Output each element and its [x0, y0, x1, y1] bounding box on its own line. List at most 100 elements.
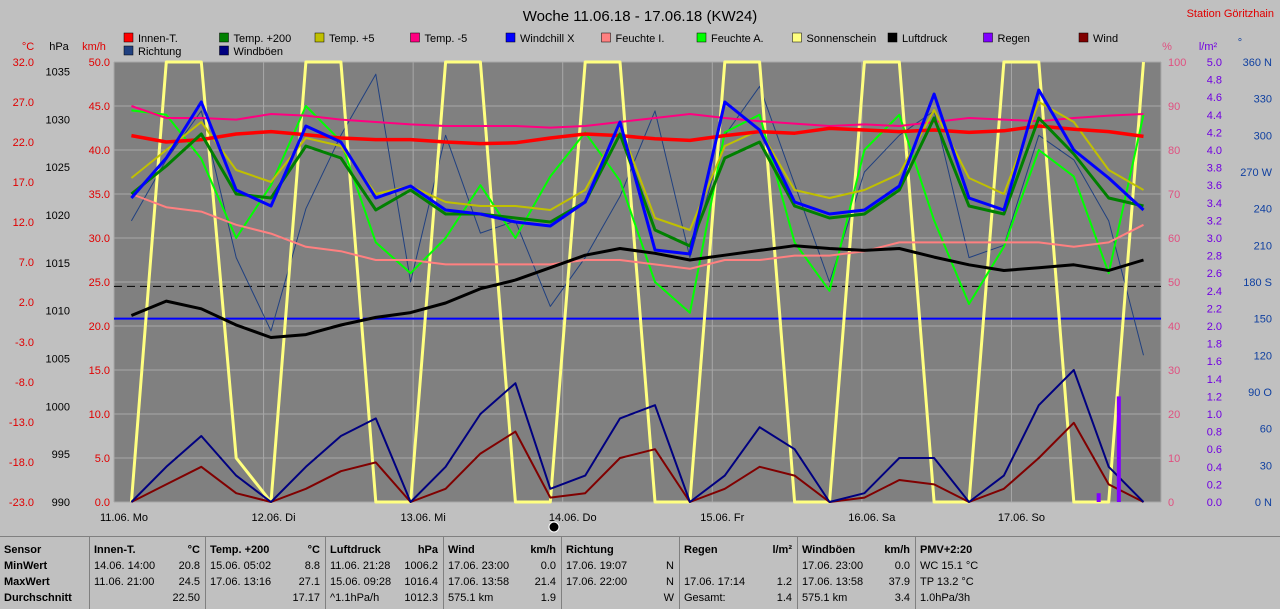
stats-column: Wind km/h 17.06. 23:00 17.06. 13:58 575.1 km… [443, 537, 562, 609]
stats-timestamp: 11.06. 21:28 [330, 560, 391, 572]
wind-tick-label: 20.0 [89, 321, 110, 333]
legend-label: Regen [998, 33, 1030, 45]
stats-column-header: Temp. +200 [210, 544, 270, 556]
stats-column-header: Wind [448, 544, 475, 556]
temp-tick-label: 7.0 [19, 257, 34, 269]
rain-tick-label: 2.8 [1207, 251, 1222, 263]
temp-tick-label: 27.0 [13, 97, 34, 109]
stats-value: 24.5 [178, 576, 200, 588]
stats-timestamp: 17.06. 13:16 [210, 576, 272, 588]
x-tick-label: 12.06. Di [252, 512, 296, 524]
unit-temp: °C [22, 41, 34, 53]
stats-column-header: Sensor [4, 544, 42, 556]
stats-value: 3.4 [894, 592, 910, 604]
x-tick-label: 15.06. Fr [700, 512, 744, 524]
series-windb-en [130, 369, 1145, 503]
dir-tick-label: 150 [1254, 314, 1272, 326]
temp-tick-label: -23.0 [9, 497, 34, 509]
rain-tick-label: 1.0 [1207, 409, 1222, 421]
legend-label: Feuchte I. [616, 33, 665, 45]
rain-tick-label: 3.8 [1207, 163, 1222, 175]
stats-column: Luftdruck hPa 11.06. 21:28 15.06. 09:28 ^1.1… [325, 537, 444, 609]
stats-value: 37.9 [888, 576, 910, 588]
x-axis-labels: 11.06. Mo 12.06. Di 13.06. Mi 14.06. Do 15.0… [100, 512, 1045, 524]
stats-column: PMV+2:20 WC 15.1 °C TP 13.2 °C 1.0hPa/3h [915, 537, 1280, 609]
wind-tick-label: 15.0 [89, 365, 110, 377]
dir-tick-label: 90 O [1248, 387, 1272, 399]
legend-label: Innen-T. [138, 33, 178, 45]
stats-value: 1.9 [540, 592, 556, 604]
legend-swatch [314, 32, 325, 43]
x-tick-label: 13.06. Mi [401, 512, 446, 524]
series-richtung [130, 73, 1144, 356]
stats-column: Temp. +200 °C 15.06. 05:02 17.06. 13:16 8.8 2… [205, 537, 326, 609]
legend-label: Temp. +200 [234, 33, 292, 45]
legend-label: Feuchte A. [711, 33, 764, 45]
rain-tick-label: 0.8 [1207, 427, 1222, 439]
stats-column-unit: hPa [417, 544, 438, 556]
unit-dir: ° [1238, 37, 1242, 49]
series-feuchte-a [131, 105, 1145, 314]
stats-column: Regen l/m² 17.06. 17:14 Gesamt: 1.2 1.4 [679, 537, 798, 609]
stats-timestamp: 17.06. 13:58 [448, 576, 510, 588]
series-innen-t [131, 124, 1144, 146]
x-tick-label: 14.06. Do [549, 512, 597, 524]
legend-swatch [1078, 32, 1089, 43]
stats-timestamp: Gesamt: [684, 592, 726, 604]
stats-timestamp: 15.06. 05:02 [210, 560, 272, 572]
rain-tick-label: 4.8 [1207, 75, 1222, 87]
stats-timestamp: 15.06. 09:28 [330, 576, 392, 588]
humidity-tick-label: 0 [1168, 497, 1174, 509]
now-marker-icon[interactable] [548, 521, 560, 533]
stats-column-unit: °C [187, 544, 200, 556]
stats-timestamp: 17.06. 17:14 [684, 576, 746, 588]
legend-label: Wind [1093, 33, 1118, 45]
stats-timestamp: 11.06. 21:00 [94, 576, 155, 588]
stats-timestamp: ^1.1hPa/h [330, 592, 380, 604]
stats-timestamp: 1.0hPa/3h [920, 592, 971, 604]
series-luftdruck [130, 244, 1144, 339]
legend-swatch [887, 32, 898, 43]
rain-tick-label: 4.4 [1207, 110, 1222, 122]
stats-timestamp: 17.06. 13:58 [802, 576, 864, 588]
humidity-tick-label: 40 [1168, 321, 1180, 333]
stats-column-unit: km/h [530, 544, 556, 556]
stats-timestamp: 575.1 km [448, 592, 494, 604]
stats-value: W [663, 592, 674, 604]
unit-wind: km/h [82, 41, 106, 53]
wind-tick-label: 45.0 [89, 101, 110, 113]
pressure-tick-label: 990 [52, 497, 70, 509]
humidity-tick-label: 80 [1168, 145, 1180, 157]
legend-swatch [792, 32, 802, 43]
temp-tick-label: 12.0 [13, 217, 34, 229]
pressure-tick-label: 1025 [46, 162, 70, 174]
pressure-tick-label: 1035 [46, 67, 70, 79]
stats-value: 1012.3 [404, 592, 438, 604]
legend-swatch [219, 45, 229, 56]
rain-tick-label: 3.4 [1207, 198, 1222, 210]
wind-tick-label: 50.0 [89, 57, 110, 69]
humidity-tick-label: 60 [1168, 233, 1180, 245]
stats-row-label: MaxWert [4, 576, 50, 588]
stats-column-header: Innen-T. [94, 544, 136, 556]
temp-tick-label: 17.0 [13, 177, 34, 189]
rain-tick-label: 4.0 [1207, 145, 1222, 157]
stats-column-header: Luftdruck [330, 544, 381, 556]
dir-tick-label: 120 [1254, 350, 1272, 362]
series-wind [130, 421, 1144, 503]
stats-column: Windböen km/h 17.06. 23:00 17.06. 13:58 575.… [797, 537, 916, 609]
pressure-tick-label: 995 [52, 449, 70, 461]
legend-label: Temp. +5 [329, 33, 375, 45]
rain-tick-label: 2.6 [1207, 268, 1222, 280]
temp-tick-label: -3.0 [15, 337, 34, 349]
legend-swatch [219, 32, 229, 43]
dir-tick-label: 60 [1260, 424, 1272, 436]
stats-row-label: MinWert [4, 560, 48, 572]
series-windchill-x [130, 88, 1145, 256]
wind-tick-label: 35.0 [89, 189, 110, 201]
humidity-tick-label: 30 [1168, 365, 1180, 377]
series-temp-5 [130, 101, 1144, 231]
pressure-tick-label: 1020 [46, 210, 70, 222]
dir-tick-label: 0 N [1255, 497, 1272, 509]
stats-timestamp: 575.1 km [802, 592, 848, 604]
